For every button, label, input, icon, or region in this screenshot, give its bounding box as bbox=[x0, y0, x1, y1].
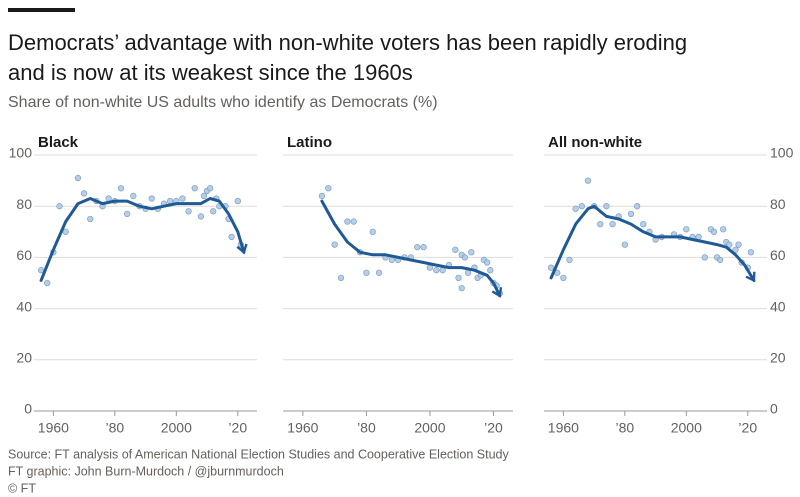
point bbox=[56, 203, 63, 210]
y-tick-label: 0 bbox=[24, 401, 32, 417]
point bbox=[572, 205, 579, 212]
point bbox=[363, 269, 370, 276]
point bbox=[578, 203, 585, 210]
point bbox=[716, 256, 724, 264]
y-tick-label: 20 bbox=[16, 350, 32, 366]
point bbox=[414, 244, 421, 251]
point bbox=[234, 197, 241, 205]
trend-line bbox=[320, 199, 503, 298]
point bbox=[603, 203, 610, 210]
point bbox=[701, 254, 708, 261]
panel-title: Black bbox=[38, 134, 79, 151]
y-tick-label: 80 bbox=[16, 196, 32, 212]
y-tick-label: 0 bbox=[770, 401, 778, 417]
credit: FT graphic: John Burn-Murdoch / @jburnmu… bbox=[8, 464, 284, 478]
point bbox=[560, 274, 567, 282]
point bbox=[461, 254, 469, 261]
x-tick-label: 1960 bbox=[548, 420, 579, 436]
point bbox=[337, 274, 345, 282]
x-tick-label: 1960 bbox=[38, 420, 69, 436]
y-tick-label: 100 bbox=[9, 145, 33, 161]
point bbox=[331, 241, 338, 248]
point bbox=[318, 192, 326, 200]
point bbox=[123, 210, 131, 218]
trend-line bbox=[549, 204, 756, 283]
panel-title: All non-white bbox=[548, 134, 642, 151]
point bbox=[80, 190, 88, 197]
point bbox=[179, 195, 186, 202]
x-tick-label: 2000 bbox=[161, 420, 192, 436]
point bbox=[200, 192, 208, 200]
point bbox=[455, 274, 462, 282]
x-tick-label: ’80 bbox=[357, 420, 376, 436]
point bbox=[74, 174, 82, 182]
point bbox=[369, 228, 376, 235]
point bbox=[228, 233, 235, 241]
y-tick-label: 60 bbox=[16, 247, 32, 263]
copyright: © FT bbox=[8, 481, 36, 495]
point bbox=[732, 246, 739, 253]
x-tick-label: ’20 bbox=[738, 420, 757, 436]
point bbox=[547, 264, 555, 271]
x-tick-label: 2000 bbox=[671, 420, 702, 436]
point bbox=[148, 195, 155, 202]
point bbox=[130, 192, 137, 200]
point bbox=[627, 210, 635, 218]
point bbox=[325, 185, 332, 192]
point bbox=[375, 269, 383, 276]
x-tick-label: ’20 bbox=[228, 420, 247, 436]
point bbox=[726, 241, 733, 248]
point bbox=[483, 259, 491, 266]
point bbox=[117, 185, 125, 192]
point bbox=[633, 203, 641, 210]
x-tick-label: 1960 bbox=[287, 420, 318, 436]
point bbox=[344, 218, 351, 225]
point bbox=[350, 218, 357, 225]
point bbox=[487, 267, 494, 274]
y-tick-label: 100 bbox=[770, 145, 794, 161]
x-tick-label: ’20 bbox=[484, 420, 503, 436]
point bbox=[87, 215, 94, 223]
x-tick-label: ’80 bbox=[615, 420, 634, 436]
point bbox=[210, 208, 217, 215]
subtitle: Share of non-white US adults who identif… bbox=[8, 94, 438, 111]
point bbox=[458, 284, 465, 292]
panel-title: Latino bbox=[287, 134, 332, 151]
point bbox=[191, 185, 198, 192]
point bbox=[747, 249, 755, 256]
y-tick-label: 80 bbox=[770, 196, 786, 212]
x-tick-label: 2000 bbox=[414, 420, 445, 436]
brand-bar bbox=[8, 8, 75, 12]
point bbox=[206, 185, 214, 192]
point bbox=[609, 220, 616, 228]
point bbox=[597, 220, 604, 228]
title: Democrats’ advantage with non-white vote… bbox=[8, 30, 687, 55]
point bbox=[468, 249, 475, 256]
point bbox=[197, 213, 205, 220]
point bbox=[185, 208, 192, 215]
point bbox=[683, 226, 690, 233]
point bbox=[44, 279, 51, 287]
y-tick-label: 20 bbox=[770, 350, 786, 366]
point bbox=[640, 220, 647, 228]
point bbox=[735, 241, 742, 248]
source: Source: FT analysis of American National… bbox=[8, 447, 509, 461]
point bbox=[584, 177, 592, 184]
point bbox=[621, 241, 628, 248]
point bbox=[566, 256, 573, 264]
point bbox=[710, 228, 718, 235]
point bbox=[452, 246, 459, 253]
y-tick-label: 40 bbox=[16, 298, 32, 314]
point bbox=[420, 244, 427, 251]
point bbox=[720, 226, 727, 233]
title: and is now at its weakest since the 1960… bbox=[8, 60, 413, 85]
point bbox=[433, 267, 440, 274]
x-tick-label: ’80 bbox=[105, 420, 124, 436]
y-tick-label: 60 bbox=[770, 247, 786, 263]
trend-line bbox=[39, 197, 248, 282]
y-tick-label: 40 bbox=[770, 298, 786, 314]
